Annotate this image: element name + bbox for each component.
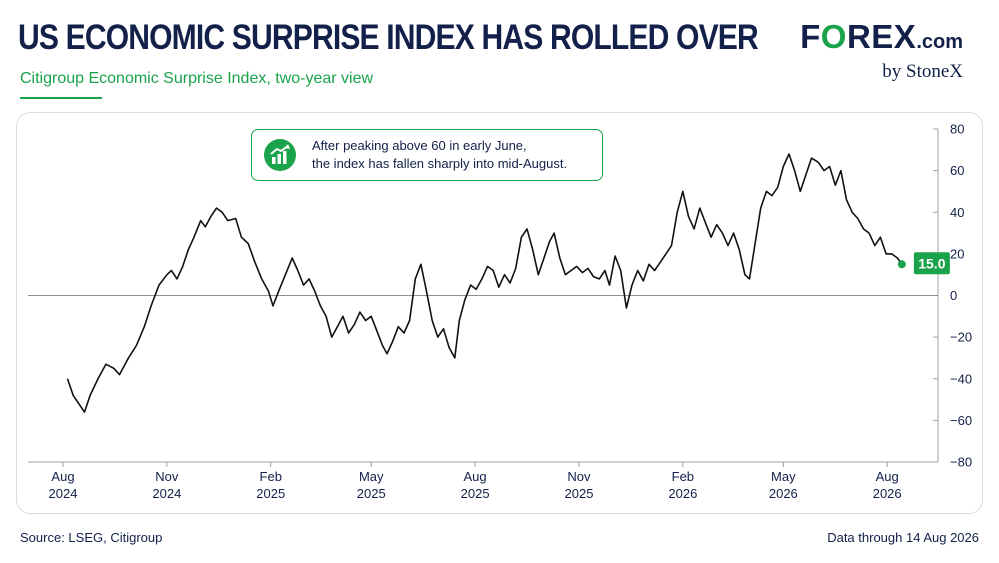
annotation-callout: After peaking above 60 in early June, th… bbox=[251, 129, 603, 181]
x-tick-label-year: 2026 bbox=[769, 486, 798, 501]
series-group bbox=[66, 153, 903, 413]
forex-logo[interactable]: FOREX.com by StoneX bbox=[800, 20, 963, 83]
logo-letters-rex: REX bbox=[846, 18, 917, 55]
last-value-badge bbox=[913, 252, 950, 275]
logo-letter-o: O bbox=[820, 18, 847, 55]
annotation-line-2: the index has fallen sharply into mid-Au… bbox=[312, 156, 568, 171]
x-tick-label-year: 2026 bbox=[873, 486, 902, 501]
annotation-line-1: After peaking above 60 in early June, bbox=[312, 138, 527, 153]
x-tick-label-year: 2025 bbox=[256, 486, 285, 501]
logo-domain: .com bbox=[916, 31, 963, 53]
last-value-label: 15.0 bbox=[918, 255, 945, 271]
x-tick-label-month: Nov bbox=[567, 469, 591, 484]
x-tick-label-month: May bbox=[359, 469, 384, 484]
y-tick-label: −60 bbox=[950, 413, 972, 428]
page-title: US ECONOMIC SURPRISE INDEX HAS ROLLED OV… bbox=[18, 18, 759, 57]
x-tick-label-month: Aug bbox=[464, 469, 487, 484]
y-tick-label: 0 bbox=[950, 288, 957, 303]
y-tick-label: 80 bbox=[950, 122, 964, 137]
series-line bbox=[66, 153, 903, 413]
y-tick-label: −20 bbox=[950, 330, 972, 345]
x-tick-label-month: Aug bbox=[51, 469, 74, 484]
x-tick-label-year: 2024 bbox=[152, 486, 181, 501]
x-tick-label-year: 2026 bbox=[668, 486, 697, 501]
annotation-text: After peaking above 60 in early June, th… bbox=[312, 137, 602, 173]
y-axis: 80 60 40 20 0 −20 −40 −60 −80 bbox=[933, 122, 972, 470]
x-tick-label-year: 2025 bbox=[565, 486, 594, 501]
data-through-note: Data through 14 Aug 2026 bbox=[827, 530, 979, 545]
end-marker-group: 15.0 bbox=[897, 252, 950, 275]
logo-wordmark: FOREX.com bbox=[800, 20, 963, 59]
y-tick-label: 20 bbox=[950, 246, 964, 261]
x-tick-label-year: 2025 bbox=[357, 486, 386, 501]
last-value-dot bbox=[897, 260, 906, 269]
x-tick-label-month: May bbox=[771, 469, 796, 484]
y-tick-label: 60 bbox=[950, 163, 964, 178]
x-tick-label-year: 2025 bbox=[461, 486, 490, 501]
subtitle-underline bbox=[20, 97, 102, 99]
x-tick-label-year: 2024 bbox=[49, 486, 78, 501]
trending-up-chart-icon bbox=[264, 139, 296, 171]
x-tick-label-month: Feb bbox=[260, 469, 282, 484]
x-tick-label-month: Nov bbox=[155, 469, 179, 484]
x-tick-label-month: Aug bbox=[876, 469, 899, 484]
page-subtitle: Citigroup Economic Surprise Index, two-y… bbox=[20, 70, 374, 87]
source-note: Source: LSEG, Citigroup bbox=[20, 530, 163, 545]
logo-letter-f: F bbox=[800, 18, 821, 55]
x-axis: Aug 2024 Nov 2024 Feb 2025 May 2025 Aug 2025 Nov 20… bbox=[28, 461, 938, 501]
y-tick-label: 40 bbox=[950, 205, 964, 220]
logo-byline: by StoneX bbox=[882, 61, 963, 82]
y-tick-label: −40 bbox=[950, 371, 972, 386]
y-tick-label: −80 bbox=[950, 455, 972, 470]
x-tick-label-month: Feb bbox=[672, 469, 694, 484]
